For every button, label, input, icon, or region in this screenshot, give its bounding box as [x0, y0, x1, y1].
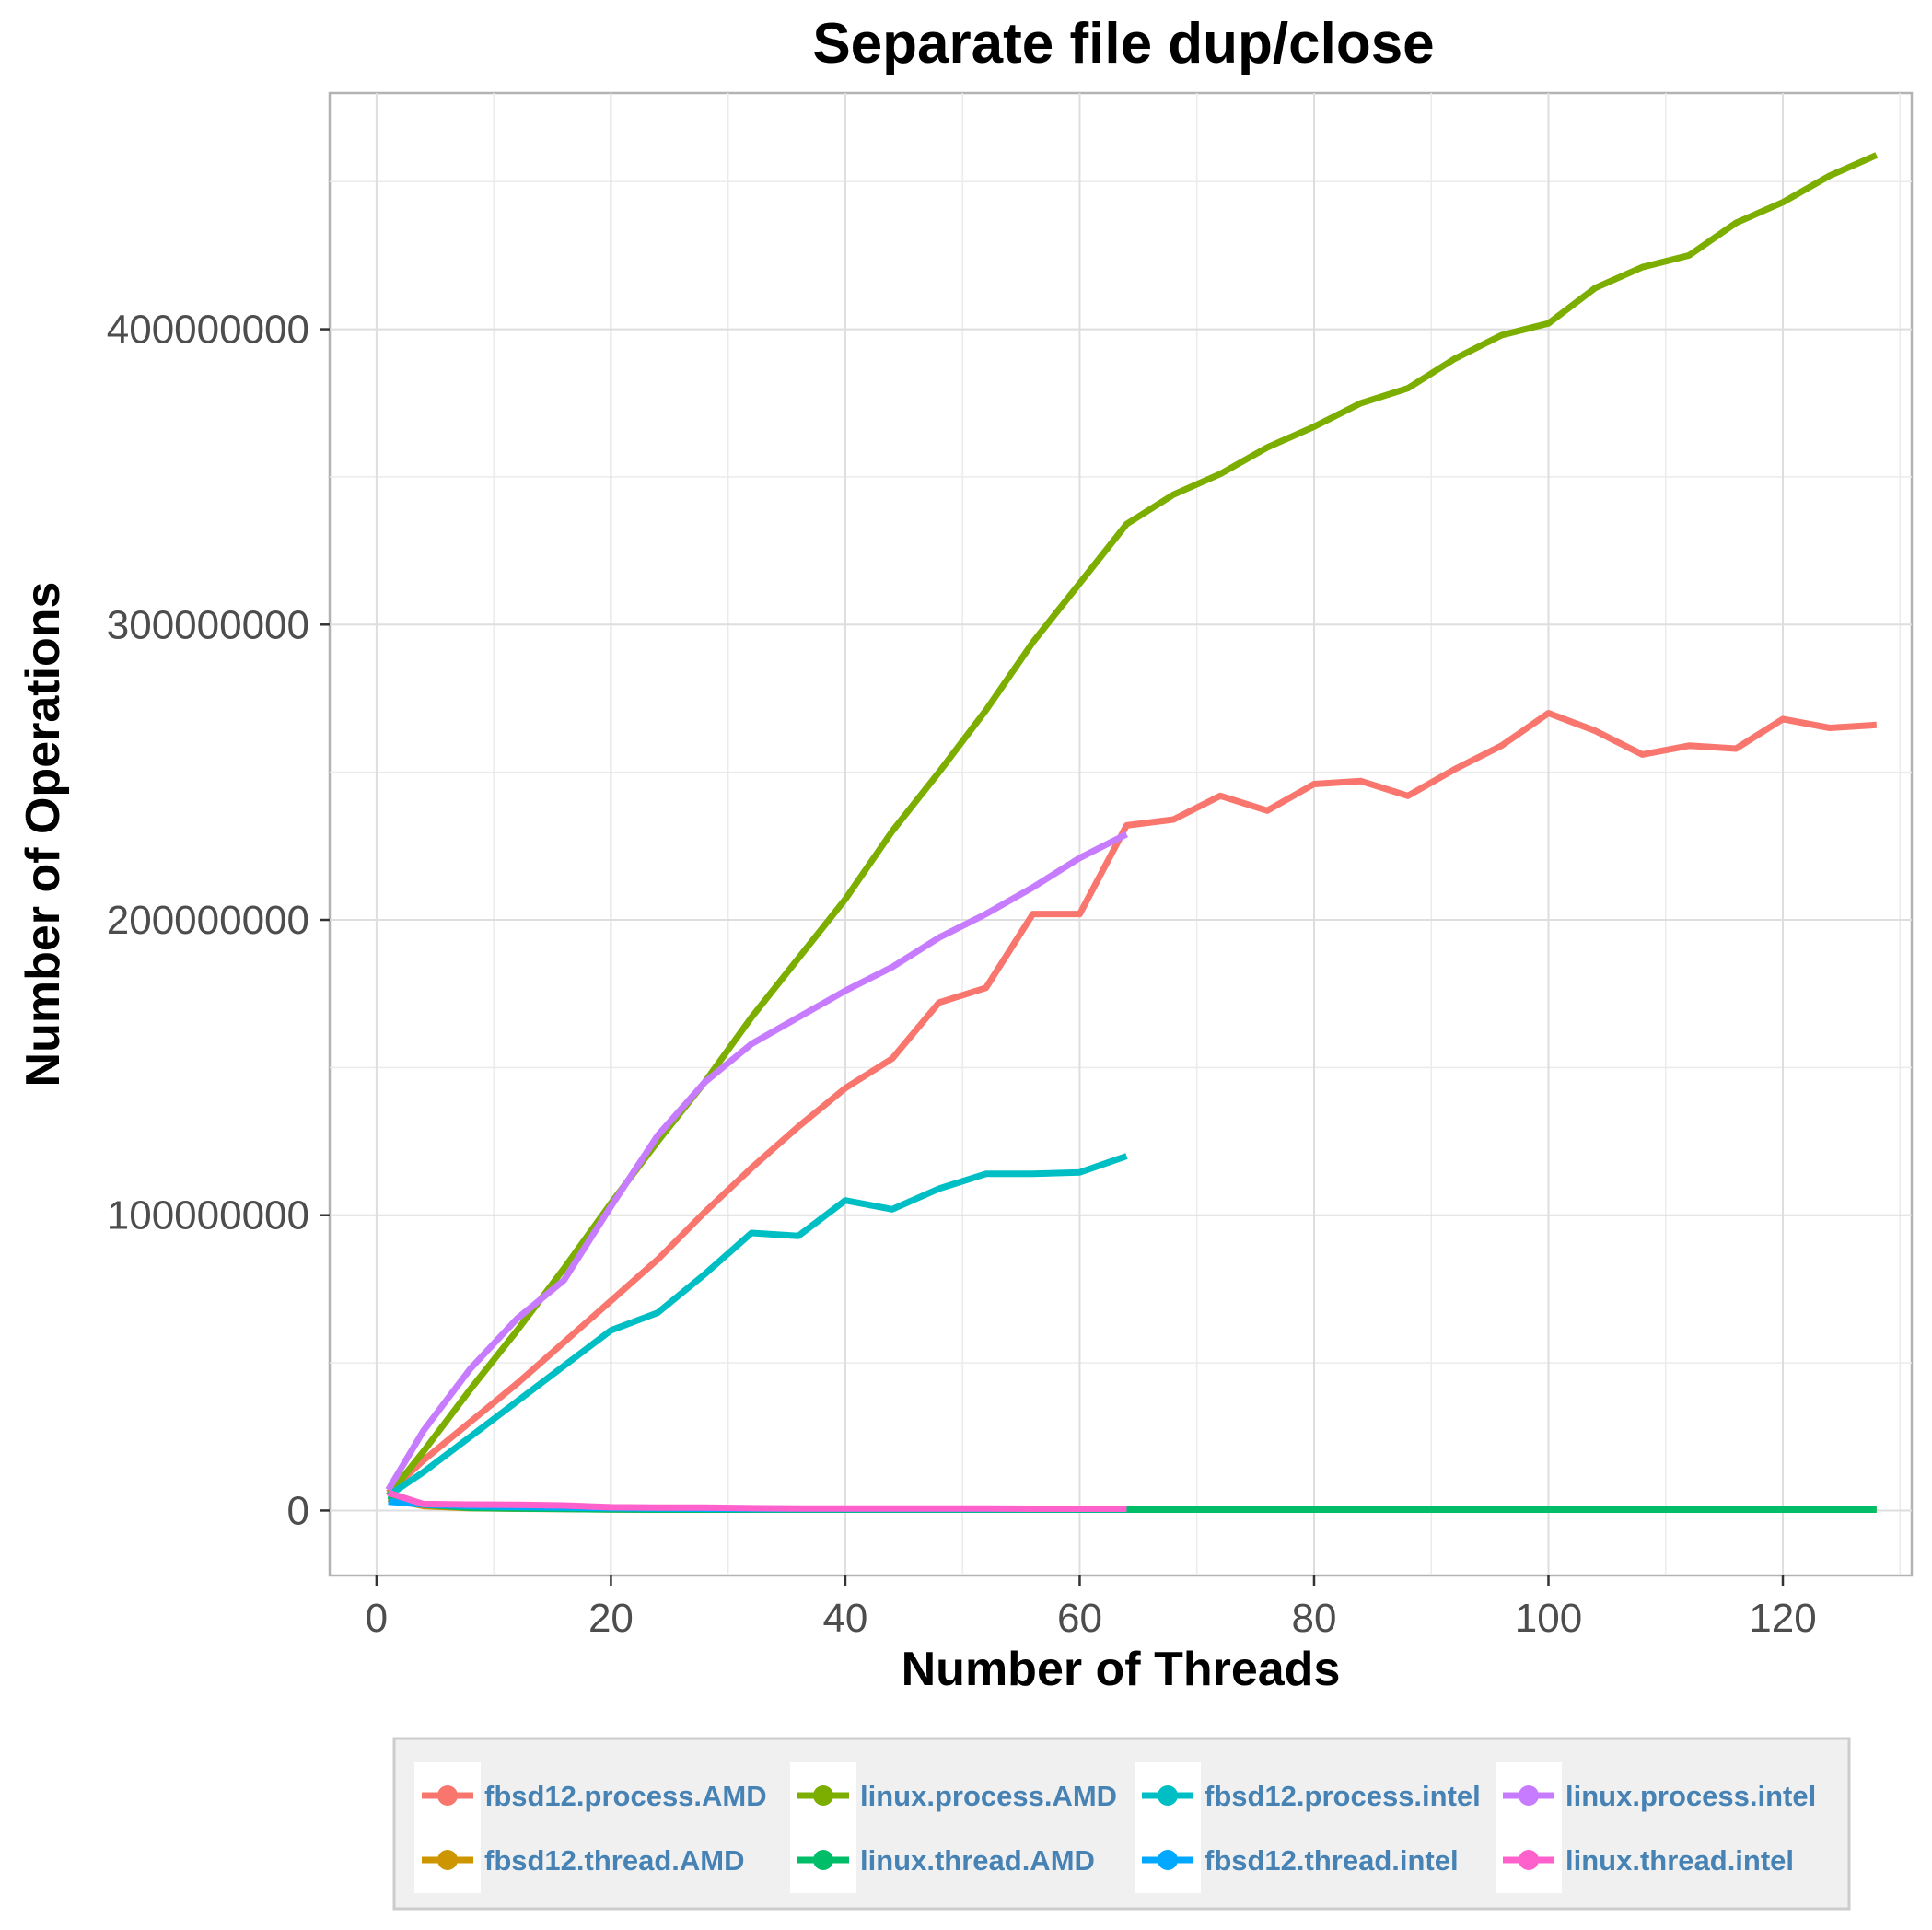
legend-label-linux-process-amd: linux.process.AMD — [860, 1780, 1117, 1812]
legend-item-fbsd12-thread-amd: fbsd12.thread.AMD — [414, 1827, 744, 1893]
legend-item-fbsd12-thread-intel: fbsd12.thread.intel — [1135, 1827, 1459, 1893]
chart-title: Separate file dup/close — [812, 12, 1434, 76]
legend-label-linux-thread-amd: linux.thread.AMD — [860, 1844, 1095, 1877]
x-tick-label: 100 — [1515, 1596, 1582, 1641]
legend-item-linux-thread-amd: linux.thread.AMD — [790, 1827, 1095, 1893]
legend-label-linux-thread-intel: linux.thread.intel — [1565, 1844, 1794, 1877]
x-tick-labels: 0 20 40 60 80 100 120 — [366, 1596, 1817, 1641]
legend-label-linux-process-intel: linux.process.intel — [1565, 1780, 1816, 1812]
x-tick-label: 40 — [822, 1596, 867, 1641]
legend-item-linux-process-intel: linux.process.intel — [1496, 1762, 1816, 1829]
legend-label-fbsd12-process-intel: fbsd12.process.intel — [1205, 1780, 1481, 1812]
y-tick-label: 200000000 — [107, 898, 309, 943]
x-tick-label: 80 — [1292, 1596, 1337, 1641]
legend-key-dot — [1519, 1850, 1539, 1870]
legend-item-linux-thread-intel: linux.thread.intel — [1496, 1827, 1794, 1893]
x-axis-title: Number of Threads — [902, 1643, 1341, 1696]
x-tick-label: 120 — [1749, 1596, 1816, 1641]
legend-label-fbsd12-thread-amd: fbsd12.thread.AMD — [484, 1844, 744, 1877]
legend-item-linux-process-amd: linux.process.AMD — [790, 1762, 1117, 1829]
legend-label-fbsd12-thread-intel: fbsd12.thread.intel — [1205, 1844, 1459, 1877]
legend-key-dot — [437, 1785, 458, 1806]
legend-key-dot — [813, 1785, 833, 1806]
y-tick-labels: 0 100000000 200000000 300000000 400000000 — [107, 308, 309, 1534]
y-tick-label: 100000000 — [107, 1193, 309, 1238]
legend-key-dot — [813, 1850, 833, 1870]
series-line-fbsd12-process-intel — [386, 1153, 1128, 1499]
series-line-linux-thread-intel — [387, 1489, 1127, 1512]
series-lines — [385, 152, 1879, 1513]
x-tick-label: 20 — [588, 1596, 634, 1641]
legend-key-dot — [1158, 1785, 1178, 1806]
x-tick-label: 60 — [1057, 1596, 1102, 1641]
legend-item-fbsd12-process-amd: fbsd12.process.AMD — [414, 1762, 767, 1829]
legend-key-dot — [1519, 1785, 1539, 1806]
y-axis-title: Number of Operations — [17, 582, 70, 1087]
axis-ticks — [320, 328, 1785, 1586]
legend-key-dot — [437, 1850, 458, 1870]
grid-minor — [330, 93, 1912, 1575]
y-tick-label: 300000000 — [107, 602, 309, 647]
legend-box — [392, 1737, 1851, 1911]
legend-label-fbsd12-process-amd: fbsd12.process.AMD — [484, 1780, 767, 1812]
legend-key-dot — [1158, 1850, 1178, 1870]
series-line-linux-process-intel — [385, 831, 1128, 1492]
legend: fbsd12.process.AMD linux.process.AMD fbsd1… — [414, 1762, 1816, 1893]
legend-item-fbsd12-process-intel: fbsd12.process.intel — [1135, 1762, 1481, 1829]
x-tick-label: 0 — [366, 1596, 388, 1641]
y-tick-label: 400000000 — [107, 308, 309, 353]
y-tick-label: 0 — [287, 1488, 309, 1533]
series-line-fbsd12-process-amd — [386, 710, 1878, 1495]
